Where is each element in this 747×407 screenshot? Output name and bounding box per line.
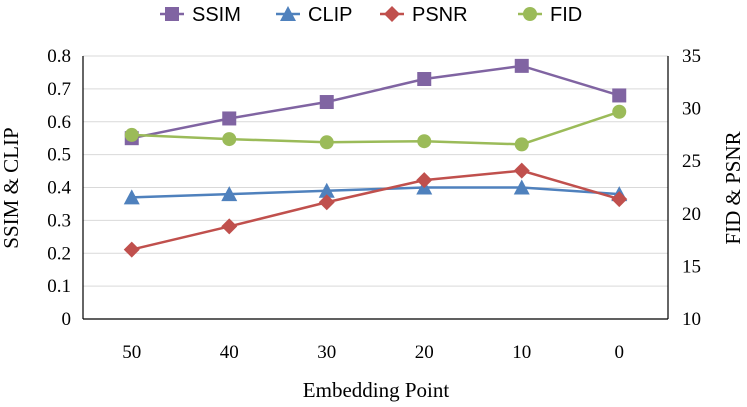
legend: SSIM CLIP PSNR FID	[160, 4, 582, 26]
right-y-axis-title: FID & PSNR	[721, 131, 745, 244]
series-layer	[123, 58, 628, 258]
legend-item-psnr: PSNR	[380, 4, 468, 26]
right-tick-label: 30	[682, 99, 701, 120]
left-tick-label: 0.1	[47, 276, 71, 297]
data-point-clip	[513, 179, 530, 195]
x-tick-label: 10	[512, 342, 531, 363]
data-point-psnr	[416, 172, 433, 189]
legend-marker-ssim	[165, 7, 179, 21]
data-point-ssim	[417, 72, 432, 87]
series-line-ssim	[131, 64, 620, 140]
data-point-ssim	[319, 95, 334, 110]
data-point-fid	[222, 132, 237, 147]
x-tick-label: 50	[122, 342, 141, 363]
right-tick-label: 15	[682, 256, 701, 277]
data-point-ssim	[612, 88, 627, 103]
left-tick-label: 0.5	[47, 145, 71, 166]
series-line-clip	[131, 186, 620, 199]
gridlines	[83, 55, 668, 287]
data-point-clip	[318, 182, 335, 198]
left-tick-label: 0.3	[47, 210, 71, 231]
series-psnr	[123, 162, 628, 258]
data-point-fid	[417, 134, 432, 149]
legend-item-clip: CLIP	[276, 4, 352, 26]
data-point-fid	[319, 135, 334, 150]
x-tick-label: 0	[615, 342, 625, 363]
left-tick-label: 0.4	[47, 178, 71, 199]
data-point-psnr	[221, 218, 238, 235]
x-tick-label: 20	[415, 342, 434, 363]
right-tick-label: 20	[682, 204, 701, 225]
series-ssim	[124, 58, 627, 146]
legend-label-ssim: SSIM	[192, 4, 241, 26]
legend-label-psnr: PSNR	[412, 4, 468, 26]
data-point-psnr	[318, 194, 335, 211]
data-point-ssim	[514, 58, 529, 73]
x-tick-label: 30	[317, 342, 336, 363]
data-point-clip	[221, 186, 238, 202]
data-point-fid	[514, 137, 529, 152]
data-point-fid	[612, 104, 627, 119]
left-tick-label: 0.8	[47, 46, 71, 67]
series-line-fid	[131, 110, 620, 146]
left-tick-label: 0	[62, 309, 72, 330]
x-axis-title: Embedding Point	[303, 378, 450, 402]
legend-item-ssim: SSIM	[160, 4, 241, 26]
left-tick-label: 0.7	[47, 79, 71, 100]
legend-label-clip: CLIP	[308, 4, 352, 26]
data-point-clip	[123, 189, 140, 205]
data-point-psnr	[123, 241, 140, 258]
data-point-ssim	[222, 111, 237, 126]
left-tick-label: 0.2	[47, 243, 71, 264]
series-fid	[124, 104, 627, 152]
right-tick-labels: 10 15 20 25 30 35	[682, 46, 701, 330]
series-line-psnr	[131, 169, 620, 251]
legend-label-fid: FID	[550, 4, 582, 26]
legend-item-fid: FID	[518, 4, 582, 26]
legend-marker-psnr	[384, 6, 400, 22]
right-tick-label: 25	[682, 151, 701, 172]
data-point-psnr	[513, 162, 530, 179]
left-tick-labels: 0 0.1 0.2 0.3 0.4 0.5 0.6 0.7 0.8	[47, 46, 71, 330]
data-point-psnr	[611, 191, 628, 208]
left-y-axis-title: SSIM & CLIP	[0, 127, 23, 248]
x-tick-labels: 50 40 30 20 10 0	[122, 342, 624, 363]
legend-marker-fid	[523, 7, 537, 21]
x-tick-label: 40	[220, 342, 239, 363]
left-tick-label: 0.6	[47, 112, 71, 133]
right-tick-label: 35	[682, 46, 701, 67]
legend-marker-clip	[280, 6, 296, 21]
data-point-fid	[124, 127, 139, 142]
right-tick-label: 10	[682, 309, 701, 330]
